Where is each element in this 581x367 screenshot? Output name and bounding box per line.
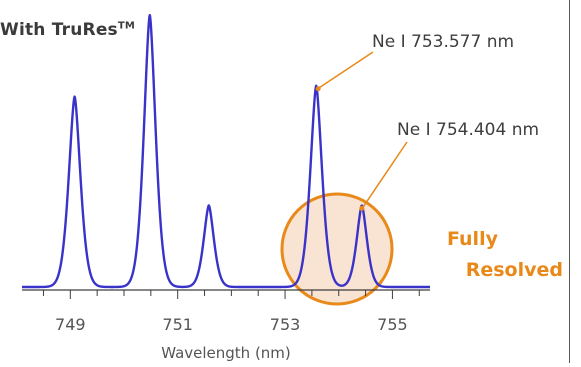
chart-title: With TruResTM: [0, 20, 135, 40]
x-axis: 749 751 753 755 Wavelength (nm): [22, 290, 430, 362]
callout-line-1: Fully: [444, 230, 563, 249]
fully-resolved-callout: Fully Resolved: [444, 230, 563, 280]
annotation-leader-1: [319, 52, 373, 88]
annotation-label-1: Ne I 753.577 nm: [372, 32, 514, 52]
x-axis-label: Wavelength (nm): [161, 344, 291, 362]
x-tick-label: 753: [270, 315, 301, 334]
x-tick-label: 755: [377, 315, 408, 334]
trademark-mark: TM: [118, 20, 135, 31]
annotation-layer: [316, 52, 407, 211]
annotation-leader-2: [363, 142, 407, 207]
annotation-dot-1: [316, 86, 321, 91]
highlight-layer: [282, 194, 392, 304]
spectrum-series: [22, 15, 430, 287]
annotation-dot-2: [359, 206, 364, 211]
annotation-label-2: Ne I 754.404 nm: [397, 120, 539, 140]
spectrum-line: [22, 15, 430, 287]
x-tick-label: 749: [55, 315, 86, 334]
fully-resolved-circle: [282, 194, 392, 304]
chart-title-text: With TruRes: [0, 20, 118, 40]
x-tick-label: 751: [162, 315, 193, 334]
callout-line-2: Resolved: [444, 261, 563, 280]
frame-border: [569, 0, 570, 363]
